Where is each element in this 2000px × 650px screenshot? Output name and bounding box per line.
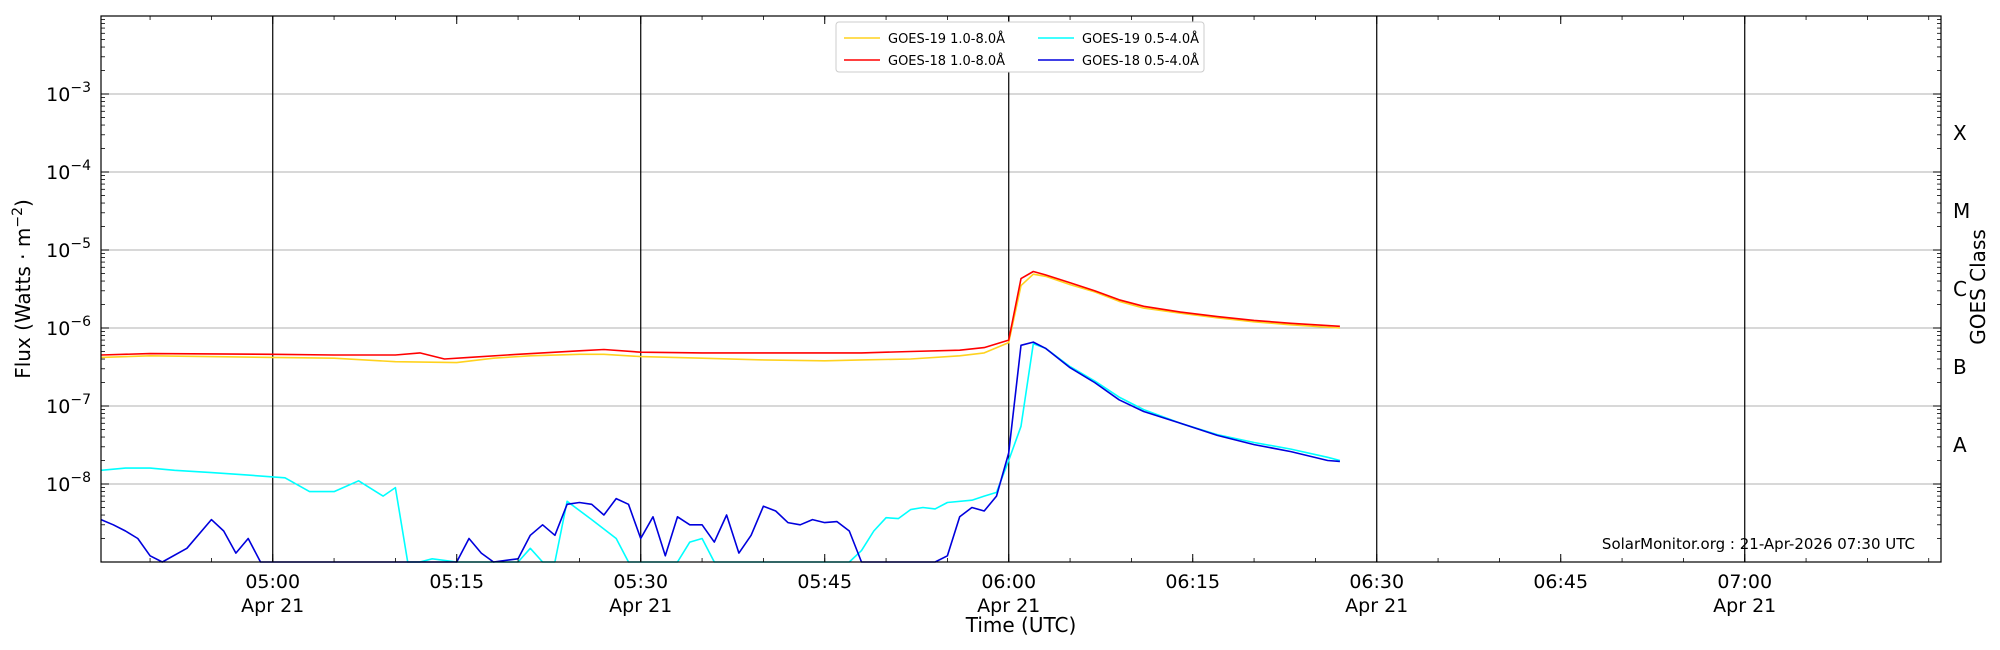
y-axis-ticks: 10−8 10−7 10−6 10−5 10−4 10−3 [46, 19, 1941, 539]
goes-class-labels: A B C M X [1953, 121, 1970, 457]
x-tick-date-label: Apr 21 [1713, 595, 1776, 617]
x-tick-label: 06:30 [1349, 571, 1404, 593]
legend-box [835, 21, 1205, 73]
y-tick-label: 10−8 [46, 470, 91, 496]
x-tick-label: 06:15 [1165, 571, 1220, 593]
series-line-1 [100, 270, 1340, 360]
series-lines [100, 270, 1341, 563]
x-tick-label: 05:00 [245, 571, 300, 593]
legend-label: GOES-19 1.0-8.0Å [888, 31, 1005, 47]
x-tick-date-label: Apr 21 [609, 595, 672, 617]
x-tick-date-label: Apr 21 [241, 595, 304, 617]
goes-class-label: B [1953, 355, 1967, 379]
x-tick-label: 05:15 [429, 571, 484, 593]
x-tick-label: 05:45 [797, 571, 852, 593]
legend-label: GOES-19 0.5-4.0Å [1082, 31, 1199, 47]
x-tick-label: 06:00 [981, 571, 1036, 593]
series-line-2 [100, 342, 1341, 563]
x-tick-label: 07:00 [1717, 571, 1772, 593]
goes-class-label: A [1953, 433, 1967, 457]
credit-text: SolarMonitor.org : 21-Apr-2026 07:30 UTC [1602, 535, 1915, 553]
goes-class-label: C [1953, 277, 1967, 301]
day-marker-lines [272, 16, 1746, 562]
legend: GOES-19 1.0-8.0Å GOES-18 1.0-8.0Å GOES-19 … [835, 21, 1205, 73]
y-axis-title: Flux (Watts · m−2) [10, 199, 35, 379]
x-tick-date-label: Apr 21 [977, 595, 1040, 617]
x-axis-title: Time (UTC) [965, 613, 1077, 637]
y-tick-label: 10−7 [46, 392, 91, 418]
right-axis-title: GOES Class [1966, 229, 1990, 345]
legend-label: GOES-18 0.5-4.0Å [1082, 53, 1199, 69]
y-tick-label: 10−3 [46, 80, 91, 106]
plot-frame [100, 15, 1942, 563]
x-tick-label: 05:30 [613, 571, 668, 593]
goes-class-label: M [1953, 199, 1970, 223]
series-line-0 [100, 273, 1340, 364]
x-tick-date-label: Apr 21 [1345, 595, 1408, 617]
plot-frame-rect [100, 15, 1942, 563]
x-tick-label: 06:45 [1533, 571, 1588, 593]
y-tick-label: 10−4 [46, 158, 91, 184]
y-tick-label: 10−6 [46, 314, 91, 340]
grid-lines [101, 93, 1941, 485]
goes-class-label: X [1953, 121, 1967, 145]
y-tick-label: 10−5 [46, 236, 91, 262]
legend-label: GOES-18 1.0-8.0Å [888, 53, 1005, 69]
series-line-3 [100, 341, 1340, 563]
